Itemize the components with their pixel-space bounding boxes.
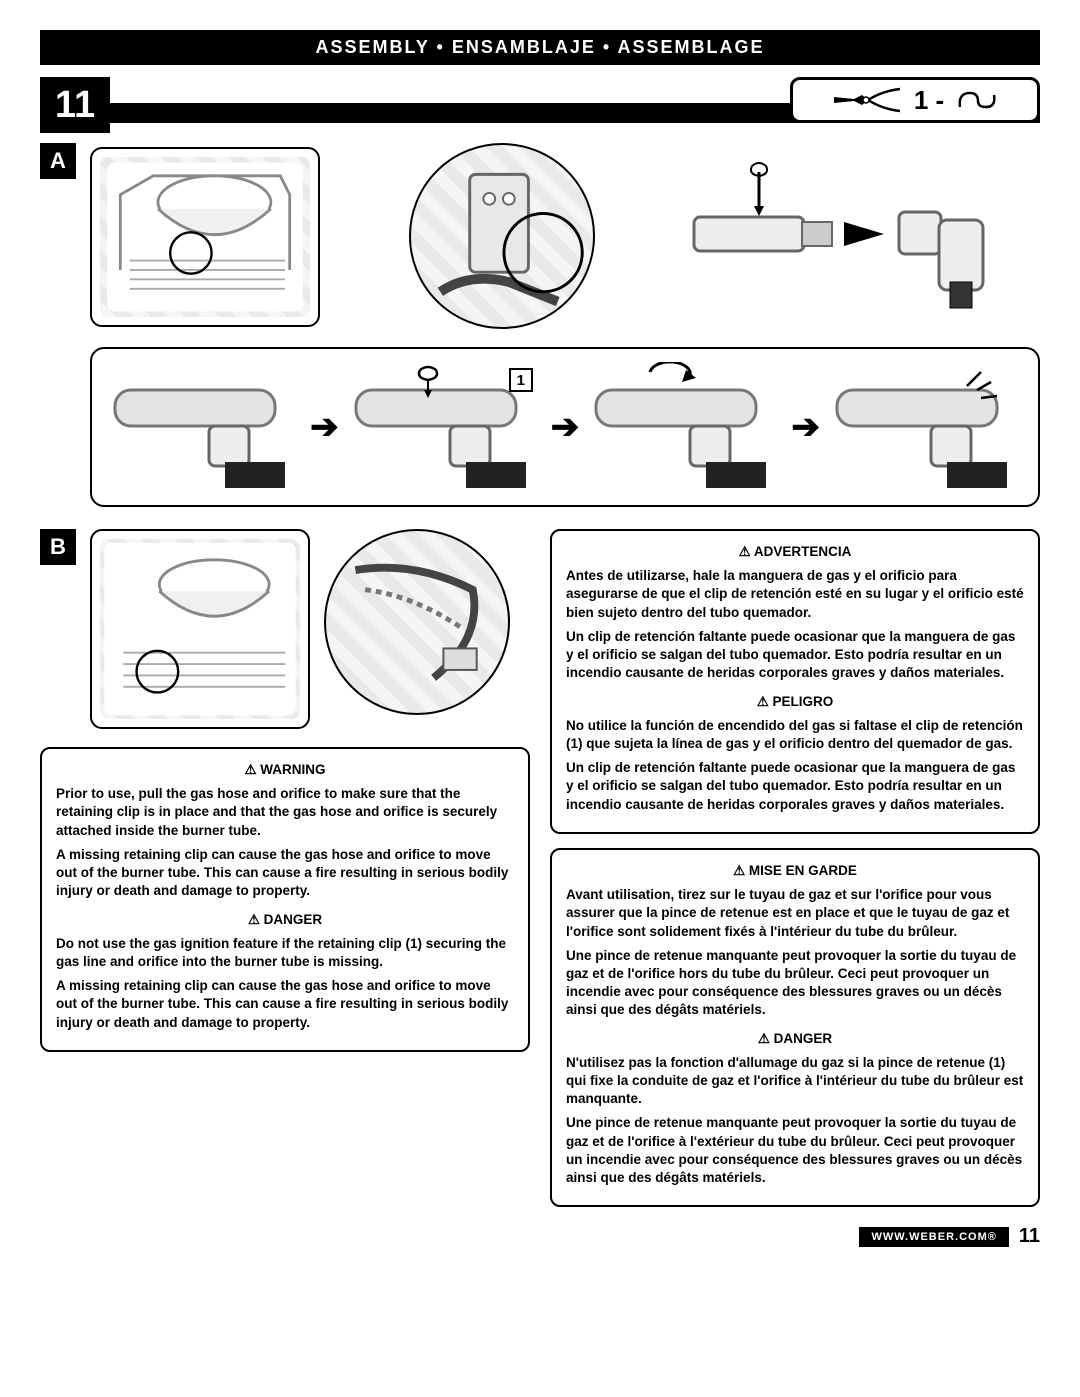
illustration-a-detail-circle bbox=[332, 143, 672, 331]
warning-title-en: ⚠ WARNING bbox=[56, 761, 514, 779]
tools-required-box: 1 - bbox=[790, 77, 1040, 123]
illustration-b-overview bbox=[90, 529, 310, 729]
warning-text: No utilice la función de encendido del g… bbox=[566, 717, 1024, 753]
step-strip: 11 1 - bbox=[40, 77, 1040, 123]
danger-title-fr: ⚠ DANGER bbox=[566, 1030, 1024, 1048]
warning-text: Un clip de retención faltante puede ocas… bbox=[566, 759, 1024, 814]
warning-box-fr: ⚠ MISE EN GARDE Avant utilisation, tirez… bbox=[550, 848, 1040, 1208]
warning-text: Une pince de retenue manquante peut prov… bbox=[566, 947, 1024, 1020]
warning-text: A missing retaining clip can cause the g… bbox=[56, 846, 514, 901]
panel-a-row: A bbox=[40, 143, 1040, 331]
page-footer: WWW.WEBER.COM® 11 bbox=[40, 1225, 1040, 1248]
hose-route-icon bbox=[326, 531, 508, 713]
sequence-step-1-icon bbox=[109, 362, 299, 492]
warning-text: Avant utilisation, tirez sur le tuyau de… bbox=[566, 886, 1024, 941]
sequence-step-4-icon bbox=[831, 362, 1021, 492]
illustration-a-connector bbox=[684, 162, 994, 312]
warning-text: Une pince de retenue manquante peut prov… bbox=[566, 1114, 1024, 1187]
bracket-detail-icon bbox=[411, 145, 593, 327]
sequence-ref-1: 1 bbox=[509, 368, 533, 392]
danger-title-en: ⚠ DANGER bbox=[56, 911, 514, 929]
label-a: A bbox=[40, 143, 76, 179]
warning-text: Do not use the gas ignition feature if t… bbox=[56, 935, 514, 971]
illustration-a-overview bbox=[90, 147, 320, 327]
warning-title-es: ⚠ ADVERTENCIA bbox=[566, 543, 1024, 561]
section-header: ASSEMBLY • ENSAMBLAJE • ASSEMBLAGE bbox=[40, 30, 1040, 65]
warning-text: Antes de utilizarse, hale la manguera de… bbox=[566, 567, 1024, 622]
arrow-icon: ➔ bbox=[785, 407, 826, 447]
page-number: 11 bbox=[1019, 1225, 1040, 1248]
warning-box-en: ⚠ WARNING Prior to use, pull the gas hos… bbox=[40, 747, 530, 1052]
sequence-strip: ➔ 1 ➔ ➔ bbox=[90, 347, 1040, 507]
grill-frame-icon bbox=[100, 157, 310, 317]
warning-text: Prior to use, pull the gas hose and orif… bbox=[56, 785, 514, 840]
hose-connector-icon bbox=[684, 162, 994, 312]
sequence-step-3-icon bbox=[590, 362, 780, 492]
label-b: B bbox=[40, 529, 76, 565]
pliers-icon bbox=[832, 85, 902, 115]
tools-count: 1 - bbox=[914, 85, 944, 116]
warning-text: Un clip de retención faltante puede ocas… bbox=[566, 628, 1024, 683]
danger-title-es: ⚠ PELIGRO bbox=[566, 693, 1024, 711]
arrow-icon: ➔ bbox=[545, 407, 586, 447]
warning-title-fr: ⚠ MISE EN GARDE bbox=[566, 862, 1024, 880]
arrow-icon: ➔ bbox=[304, 407, 345, 447]
warning-text: A missing retaining clip can cause the g… bbox=[56, 977, 514, 1032]
grill-frame-b-icon bbox=[100, 539, 300, 719]
clip-icon bbox=[956, 87, 998, 113]
footer-url: WWW.WEBER.COM® bbox=[859, 1227, 1008, 1247]
step-number: 11 bbox=[40, 77, 110, 133]
warning-box-es: ⚠ ADVERTENCIA Antes de utilizarse, hale … bbox=[550, 529, 1040, 834]
illustration-b-detail bbox=[324, 529, 514, 719]
warning-text: N'utilisez pas la fonction d'allumage du… bbox=[566, 1054, 1024, 1109]
